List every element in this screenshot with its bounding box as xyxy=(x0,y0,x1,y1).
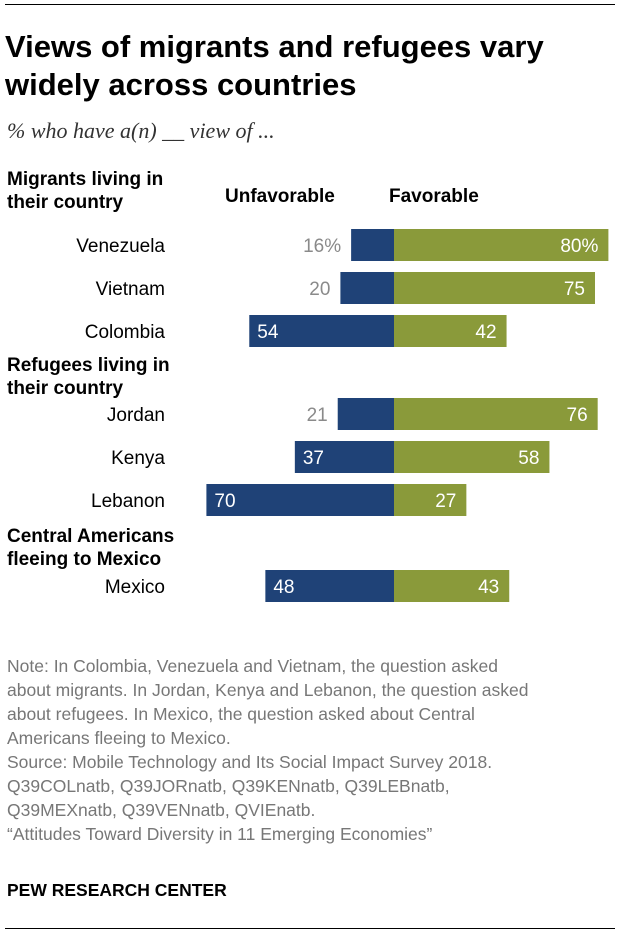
source-line: Q39MEXnatb, Q39VENnatb, QVIEnatb. xyxy=(7,800,316,820)
bar-unfavorable-jordan xyxy=(337,398,394,430)
bar-favorable-kenya xyxy=(394,441,550,473)
note-line: about refugees. In Mexico, the question … xyxy=(7,704,475,724)
group-title-migrants: Migrants living in their country xyxy=(7,169,164,213)
source-line: Source: Mobile Technology and Its Social… xyxy=(7,752,493,772)
value-label-favorable-jordan: 76 xyxy=(567,405,588,426)
chart-title: Views of migrants and refugees vary wide… xyxy=(5,29,544,102)
value-label-unfavorable-kenya: 37 xyxy=(303,448,324,469)
value-label-favorable-kenya: 58 xyxy=(518,448,539,469)
value-label-unfavorable-vietnam: 20 xyxy=(309,279,330,300)
brand-name: PEW RESEARCH CENTER xyxy=(7,880,227,900)
value-label-favorable-vietnam: 75 xyxy=(564,279,585,300)
bar-favorable-mexico xyxy=(394,570,510,602)
bar-favorable-lebanon xyxy=(394,484,467,516)
category-label-lebanon: Lebanon xyxy=(91,491,165,512)
group-title-central-americans: Central Americans fleeing to Mexico xyxy=(7,526,175,570)
category-label-venezuela: Venezuela xyxy=(76,236,165,257)
category-label-colombia: Colombia xyxy=(85,322,166,343)
note-line: Note: In Colombia, Venezuela and Vietnam… xyxy=(7,656,498,676)
value-label-unfavorable-venezuela: 16% xyxy=(303,236,341,257)
value-label-favorable-mexico: 43 xyxy=(478,577,499,598)
notes-block: Note: In Colombia, Venezuela and Vietnam… xyxy=(7,654,607,846)
bar-unfavorable-mexico xyxy=(265,570,394,602)
value-label-unfavorable-mexico: 48 xyxy=(273,577,294,598)
category-label-mexico: Mexico xyxy=(105,577,165,598)
report-title-line: “Attitudes Toward Diversity in 11 Emergi… xyxy=(7,824,433,844)
note-line: Americans fleeing to Mexico. xyxy=(7,728,231,748)
bar-unfavorable-vietnam xyxy=(340,272,394,304)
value-label-favorable-venezuela: 80% xyxy=(560,236,598,257)
value-label-favorable-colombia: 42 xyxy=(475,322,496,343)
bar-unfavorable-colombia xyxy=(249,315,394,347)
bottom-rule xyxy=(5,928,615,929)
category-label-kenya: Kenya xyxy=(111,448,165,469)
value-label-unfavorable-lebanon: 70 xyxy=(214,491,235,512)
bar-favorable-venezuela xyxy=(394,229,609,261)
top-rule xyxy=(5,4,615,5)
value-label-unfavorable-jordan: 21 xyxy=(307,405,328,426)
source-line: Q39COLnatb, Q39JORnatb, Q39KENnatb, Q39L… xyxy=(7,776,450,796)
bar-favorable-jordan xyxy=(394,398,598,430)
note-line: about migrants. In Jordan, Kenya and Leb… xyxy=(7,680,529,700)
category-label-vietnam: Vietnam xyxy=(96,279,165,300)
category-label-jordan: Jordan xyxy=(107,405,165,426)
value-label-favorable-lebanon: 27 xyxy=(435,491,456,512)
column-header-unfavorable: Unfavorable xyxy=(225,186,335,207)
bar-unfavorable-venezuela xyxy=(351,229,394,261)
group-title-refugees: Refugees living in their country xyxy=(7,355,170,399)
value-label-unfavorable-colombia: 54 xyxy=(257,322,279,343)
chart-subtitle: % who have a(n) __ view of ... xyxy=(7,118,275,143)
column-header-favorable: Favorable xyxy=(389,186,479,207)
bar-unfavorable-lebanon xyxy=(206,484,394,516)
bar-favorable-colombia xyxy=(394,315,507,347)
bar-unfavorable-kenya xyxy=(294,441,394,473)
bar-favorable-vietnam xyxy=(394,272,595,304)
